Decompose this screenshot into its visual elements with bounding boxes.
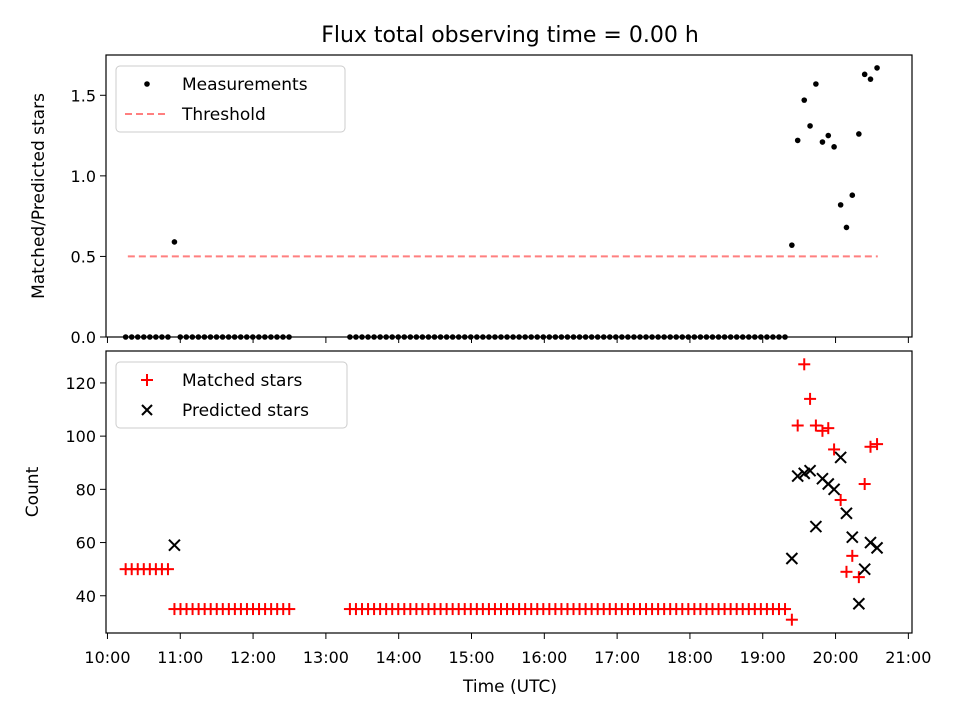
chart-title: Flux total observing time = 0.00 h xyxy=(321,23,699,48)
measurement-point xyxy=(171,239,178,245)
matched-star-point xyxy=(785,613,798,626)
y-tick-label: 1.5 xyxy=(71,86,96,105)
bottom-legend: Matched stars Predicted stars xyxy=(115,361,348,429)
matched-star-point xyxy=(791,419,804,432)
measurement-point xyxy=(801,97,808,103)
bottom-axes-frame xyxy=(105,350,913,634)
x-tick-label: 12:00 xyxy=(230,648,276,667)
top-axes-frame xyxy=(105,54,913,338)
x-tick-label: 21:00 xyxy=(885,648,931,667)
predicted-star-point xyxy=(785,552,799,565)
predicted-star-point xyxy=(858,562,871,576)
predicted-star-point xyxy=(809,520,823,533)
matched-star-point xyxy=(779,603,792,616)
measurement-point xyxy=(874,65,880,71)
bottom-legend-box xyxy=(115,361,348,429)
matched-star-point xyxy=(852,571,865,584)
predicted-star-point xyxy=(834,451,847,464)
predicted-star-point xyxy=(791,469,804,483)
bottom-y-ticks: 40 60 80 100 120 xyxy=(65,374,106,606)
bottom-x-ticks: 10:00 11:00 12:00 13:00 14:00 15:00 16:00 17:00… xyxy=(84,633,931,667)
measurement-point xyxy=(856,131,862,137)
bottom-axes: 40 60 80 100 120 10:00 11:00 12:00 13:00 14:00 15… xyxy=(23,350,931,697)
measurement-point xyxy=(807,123,813,129)
predicted-star-point xyxy=(852,597,866,610)
x-tick-label: 18:00 xyxy=(667,648,713,667)
legend-matched-label: Matched stars xyxy=(182,371,302,391)
top-legend: Measurements Threshold xyxy=(115,65,346,133)
matched-star-point xyxy=(809,419,822,432)
x-tick-label: 15:00 xyxy=(448,648,494,667)
matched-star-point xyxy=(798,358,811,371)
y-tick-label: 0.5 xyxy=(71,247,96,266)
top-legend-box xyxy=(115,65,346,133)
y-tick-label: 100 xyxy=(65,427,96,446)
predicted-star-point xyxy=(827,483,841,496)
matched-star-point xyxy=(864,440,877,453)
matched-star-point xyxy=(283,603,296,616)
x-tick-label: 19:00 xyxy=(740,648,786,667)
measurement-point xyxy=(794,137,801,144)
predicted-star-point xyxy=(840,507,853,520)
measurement-point xyxy=(819,139,826,145)
measurement-point xyxy=(831,144,837,150)
y-tick-label: 60 xyxy=(76,534,96,553)
x-tick-label: 16:00 xyxy=(521,648,567,667)
y-tick-label: 0.0 xyxy=(71,328,96,347)
matched-star-point xyxy=(822,422,835,435)
y-tick-label: 120 xyxy=(65,374,96,393)
x-axis-label: Time (UTC) xyxy=(462,677,557,697)
measurement-point xyxy=(849,192,856,198)
predicted-star-point xyxy=(168,539,181,552)
measurement-point xyxy=(813,81,819,87)
top-y-axis-label: Matched/Predicted stars xyxy=(29,93,49,299)
legend-measurements-label: Measurements xyxy=(182,75,308,95)
bottom-y-axis-label: Count xyxy=(23,466,43,517)
matched-star-point xyxy=(816,424,829,437)
predicted-star-point xyxy=(803,464,817,477)
predicted-star-point xyxy=(846,531,859,544)
x-tick-label: 13:00 xyxy=(303,648,349,667)
top-y-ticks: 0.0 0.5 1.0 1.5 xyxy=(71,86,106,347)
x-tick-label: 14:00 xyxy=(376,648,422,667)
matched-star-point xyxy=(840,565,853,578)
x-tick-label: 10:00 xyxy=(84,648,130,667)
legend-predicted-marker xyxy=(141,404,153,416)
y-tick-label: 1.0 xyxy=(71,167,96,186)
matched-star-point xyxy=(161,563,174,576)
measurement-point xyxy=(825,132,832,139)
matched-star-point xyxy=(828,443,841,456)
matched-star-point xyxy=(871,438,884,451)
measurement-point xyxy=(789,242,795,248)
measurement-point xyxy=(843,224,850,231)
predicted-star-point xyxy=(870,541,884,555)
top-x-ticks xyxy=(106,337,909,343)
legend-matched-marker xyxy=(141,374,153,386)
matched-star-point xyxy=(846,549,859,562)
x-tick-label: 17:00 xyxy=(594,648,640,667)
matched-star-point xyxy=(858,478,871,491)
matched-star-point xyxy=(834,493,847,506)
bottom-plot-area xyxy=(119,358,884,626)
legend-threshold-label: Threshold xyxy=(181,105,266,125)
matched-star-point xyxy=(804,392,817,405)
measurement-point xyxy=(861,71,868,78)
measurement-point xyxy=(867,76,874,82)
y-tick-label: 40 xyxy=(76,587,96,606)
top-axes: 0.0 0.5 1.0 1.5 Matched/Predicted stars Mea… xyxy=(29,54,913,347)
y-tick-label: 80 xyxy=(76,480,96,499)
legend-measurements-marker xyxy=(144,81,150,87)
legend-predicted-label: Predicted stars xyxy=(182,401,309,421)
x-tick-label: 11:00 xyxy=(157,648,203,667)
measurement-point xyxy=(837,202,844,208)
x-tick-label: 20:00 xyxy=(812,648,858,667)
